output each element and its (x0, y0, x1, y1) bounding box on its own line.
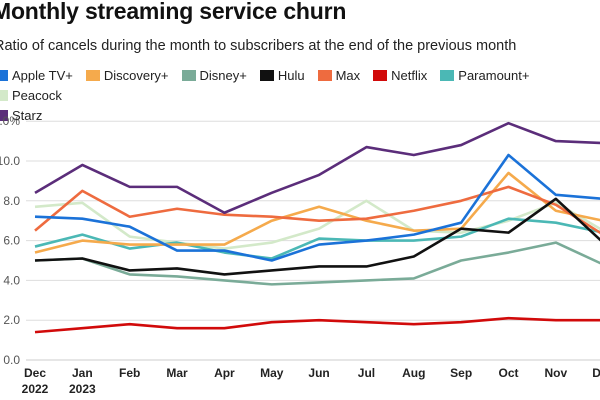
series-line-max (34, 185, 600, 235)
y-tick-label: 8.0 (3, 194, 20, 208)
series-line-netflix (34, 316, 600, 334)
series-line-hulu (34, 197, 600, 276)
legend-swatch (440, 69, 455, 81)
y-tick-label: 10.0 (0, 154, 20, 168)
series-line-discovery (34, 171, 600, 254)
x-tick-label: Jan (72, 366, 93, 380)
legend-swatch (0, 109, 8, 121)
legend-label: Max (335, 67, 361, 83)
x-tick-label: May (260, 366, 284, 380)
legend-item: Apple TV+ (0, 65, 73, 85)
y-tick-label: 2.0 (3, 313, 20, 327)
chart-subtitle: Ratio of cancels during the month to sub… (0, 38, 517, 54)
legend-swatch (373, 69, 388, 81)
chart-title: Monthly streaming service churn (0, 0, 347, 24)
legend-label: Discovery+ (103, 67, 169, 83)
x-tick-label: Jul (358, 366, 375, 380)
legend-item: Peacock (0, 85, 62, 105)
x-tick-label: Apr (214, 366, 235, 380)
legend: Apple TV+ Discovery+ Disney+ Hulu Max Netflix… (0, 65, 600, 125)
x-tick-label: Nov (545, 366, 568, 380)
y-tick-label: 4.0 (3, 273, 20, 287)
legend-item: Hulu (259, 65, 305, 85)
legend-item: Paramount+ (440, 65, 529, 85)
legend-item: Max (317, 65, 361, 85)
legend-swatch (85, 69, 100, 81)
x-tick-label: Sep (450, 366, 472, 380)
legend-swatch (317, 69, 332, 81)
x-tick-label: Oct (498, 366, 518, 380)
x-tick-label: Feb (119, 366, 140, 380)
series-line-peacock (34, 199, 600, 250)
x-tick-label: Dec (592, 366, 600, 380)
x-tick-label: Aug (402, 366, 425, 380)
legend-label: Netflix (391, 67, 428, 83)
legend-item: Disney+ (181, 65, 247, 85)
legend-label: Starz (12, 107, 43, 123)
legend-label: Paramount+ (458, 67, 530, 83)
series-line-apple-tv (34, 153, 600, 262)
y-tick-label: 0.0 (3, 353, 20, 367)
series-line-disney (34, 241, 600, 286)
legend-label: Peacock (12, 87, 62, 103)
series-line-starz (34, 121, 600, 215)
y-tick-label: 12.0% (0, 114, 20, 128)
x-tick-label-year: 2023 (69, 382, 96, 396)
x-tick-label-year: 2022 (22, 382, 49, 396)
y-tick-label: 6.0 (3, 234, 20, 248)
legend-swatch (259, 69, 274, 81)
series-line-paramount (34, 217, 600, 260)
legend-item: Discovery+ (85, 65, 169, 85)
x-tick-label: Mar (166, 366, 188, 380)
legend-label: Apple TV+ (12, 67, 73, 83)
legend-swatch (0, 69, 8, 81)
x-tick-label: Jun (308, 366, 329, 380)
legend-label: Disney+ (199, 67, 247, 83)
legend-item: Starz (0, 105, 42, 125)
legend-item: Netflix (373, 65, 427, 85)
legend-swatch (181, 69, 196, 81)
legend-swatch (0, 89, 8, 101)
legend-label: Hulu (277, 67, 305, 83)
x-tick-label: Dec (24, 366, 46, 380)
